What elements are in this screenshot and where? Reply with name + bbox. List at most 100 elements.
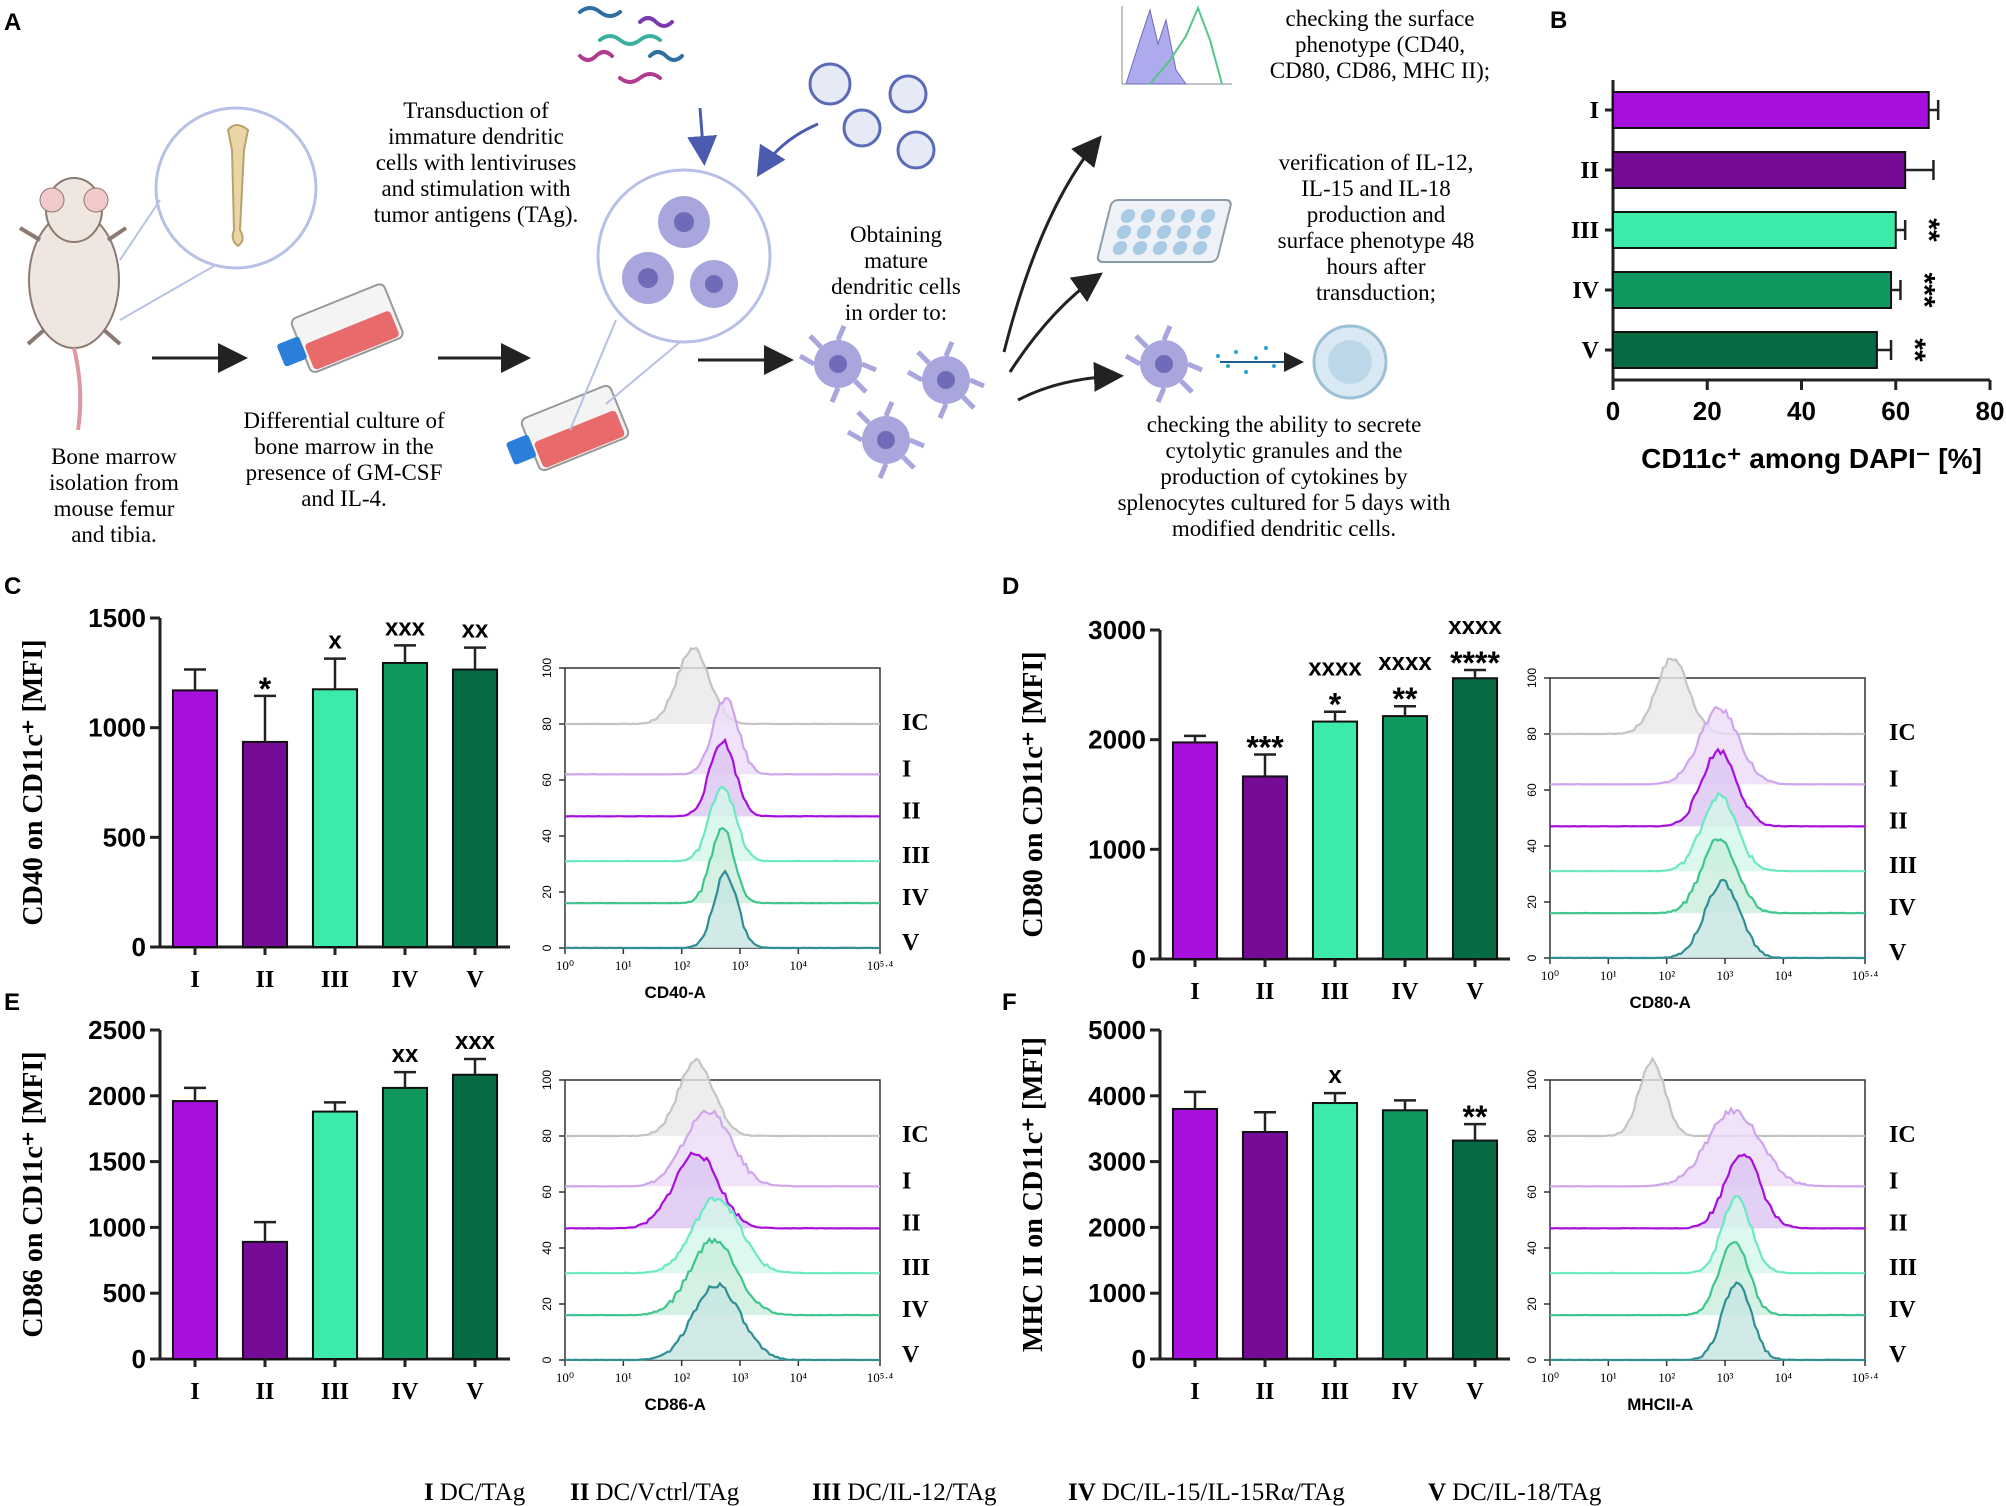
significance-label: x bbox=[1328, 1062, 1342, 1089]
bar-II bbox=[241, 1240, 289, 1360]
histogram-line-V bbox=[1549, 1281, 1865, 1362]
svg-text:mature: mature bbox=[864, 248, 928, 273]
legend-item-2: II DC/Vctrl/TAg bbox=[570, 1479, 740, 1506]
histogram-label-V: V bbox=[1889, 1342, 1907, 1368]
x-tick-label: 10⁰ bbox=[556, 958, 574, 973]
y-tick-label: III bbox=[1571, 218, 1599, 244]
x-tick-label: 10² bbox=[1658, 968, 1675, 983]
lentivirus-icon bbox=[808, 62, 936, 170]
x-tick-label: 10³ bbox=[732, 958, 749, 973]
y-tick-label: 40 bbox=[1525, 839, 1539, 853]
y-tick-label: 3000 bbox=[1088, 1147, 1146, 1177]
x-tick-label: 10¹ bbox=[615, 1370, 632, 1385]
y-tick-label: 500 bbox=[103, 822, 146, 852]
svg-text:Transduction of: Transduction of bbox=[403, 98, 549, 123]
culture-text: Differential culture of bone marrow in t… bbox=[243, 408, 445, 511]
bar-II bbox=[1612, 151, 1907, 189]
splenocyte-icon bbox=[1124, 324, 1388, 403]
y-tick-label: 1000 bbox=[88, 1212, 146, 1242]
obtaining-text: Obtaining mature dendritic cells in orde… bbox=[831, 222, 961, 325]
antigen-squiggles-icon bbox=[578, 6, 684, 84]
histogram-d-cd80: 0 20 40 60 80 100 10⁰ 10¹ 10² 10³ 10⁴ 10⁵·⁴ CD80-A IC… bbox=[1525, 657, 1917, 1012]
x-tick-label: 10⁴ bbox=[790, 958, 808, 973]
x-tick-label: I bbox=[1190, 979, 1199, 1005]
y-tick-label: 0 bbox=[1525, 1356, 1539, 1363]
cytolytic-text: checking the ability to secrete cytolyti… bbox=[1118, 412, 1451, 541]
y-axis-label: MHC II on CD11c⁺ [MFI] bbox=[1018, 1037, 1049, 1352]
significance-label: ** bbox=[1463, 1099, 1488, 1135]
histogram-label-V: V bbox=[902, 930, 920, 956]
surface-text: checking the surface phenotype (CD40, CD… bbox=[1270, 6, 1490, 83]
significance-x-label: xxxx bbox=[1378, 649, 1432, 676]
arrow-to-surface bbox=[1002, 135, 1102, 353]
bar-IV bbox=[1381, 1109, 1429, 1360]
x-tick-label: 10⁰ bbox=[1541, 1370, 1559, 1385]
x-tick-label: I bbox=[190, 967, 199, 993]
x-tick-label: 10⁵·⁴ bbox=[1852, 968, 1879, 983]
bar-I bbox=[171, 1100, 219, 1360]
bar-V bbox=[1451, 677, 1499, 961]
x-axis-label: CD86-A bbox=[645, 1395, 706, 1414]
x-tick-label: 80 bbox=[1976, 396, 2005, 426]
histogram-fill-III bbox=[565, 786, 880, 862]
arrow-to-verification bbox=[1008, 272, 1103, 373]
histogram-line-IC bbox=[1550, 1056, 1865, 1138]
histogram-label-IV: IV bbox=[1889, 895, 1916, 921]
histogram-line-I bbox=[1550, 705, 1865, 786]
x-axis-label: CD80-A bbox=[1630, 993, 1691, 1012]
x-tick-label: 10¹ bbox=[615, 958, 632, 973]
significance-label: ** bbox=[1898, 338, 1931, 362]
x-tick-label: 10³ bbox=[1717, 968, 1734, 983]
histogram-e-cd86: 0 20 40 60 80 100 10⁰ 10¹ 10² 10³ 10⁴ 10⁵·⁴ CD86-A IC… bbox=[540, 1057, 930, 1414]
bar-V bbox=[451, 1073, 499, 1361]
histogram-label-II: II bbox=[1889, 808, 1908, 834]
x-tick-label: IV bbox=[1392, 979, 1419, 1005]
histogram-fill-II bbox=[565, 740, 880, 817]
x-tick-label: 60 bbox=[1881, 396, 1910, 426]
significance-label: xx bbox=[392, 1041, 419, 1068]
y-tick-label: 40 bbox=[540, 829, 554, 843]
y-tick-label: 80 bbox=[540, 1129, 554, 1143]
y-tick-label: 0 bbox=[132, 932, 146, 962]
histogram-label-III: III bbox=[902, 843, 930, 869]
svg-text:checking the surface: checking the surface bbox=[1285, 6, 1474, 31]
histogram-label-IV: IV bbox=[902, 885, 929, 911]
significance-label: xxx bbox=[385, 614, 426, 641]
histogram-line-II bbox=[565, 737, 880, 818]
bar-III bbox=[1311, 720, 1359, 960]
legend-item-4: IV DC/IL-15/IL-15Rα/TAg bbox=[1068, 1479, 1345, 1506]
bar-II bbox=[1241, 775, 1289, 961]
significance-label: x bbox=[328, 628, 342, 655]
histogram-label-V: V bbox=[902, 1342, 920, 1368]
histogram-fill-I bbox=[565, 1111, 880, 1187]
y-tick-label: 80 bbox=[1525, 727, 1539, 741]
svg-text:tumor antigens (TAg).: tumor antigens (TAg). bbox=[374, 202, 578, 227]
svg-text:IL-15 and IL-18: IL-15 and IL-18 bbox=[1301, 176, 1450, 201]
y-tick-label: 100 bbox=[540, 658, 554, 678]
y-tick-label: 1500 bbox=[88, 603, 146, 633]
histogram-line-II bbox=[1550, 1153, 1865, 1230]
bar-IV bbox=[381, 661, 429, 948]
y-tick-label: 80 bbox=[540, 717, 554, 731]
x-tick-label: V bbox=[466, 1379, 484, 1405]
histogram-label-I: I bbox=[902, 1168, 911, 1194]
x-tick-label: I bbox=[190, 1379, 199, 1405]
x-tick-label: 10² bbox=[673, 1370, 690, 1385]
significance-label: xx bbox=[462, 617, 489, 644]
histogram-fill-I bbox=[565, 698, 880, 775]
y-tick-label: 0 bbox=[1132, 944, 1146, 974]
histogram-label-IV: IV bbox=[902, 1297, 929, 1323]
histogram-line-IC bbox=[565, 1057, 880, 1138]
histogram-fill-III bbox=[565, 1197, 880, 1274]
y-tick-label: 0 bbox=[540, 944, 554, 951]
significance-label: ** bbox=[1393, 681, 1418, 717]
legend-item-3: III DC/IL-12/TAg bbox=[812, 1479, 997, 1506]
panel-label-b: B bbox=[1550, 7, 1567, 34]
svg-text:transduction;: transduction; bbox=[1316, 280, 1436, 305]
bar-I bbox=[171, 689, 219, 948]
histogram-line-III bbox=[1550, 1194, 1865, 1275]
histogram-label-II: II bbox=[902, 798, 921, 824]
